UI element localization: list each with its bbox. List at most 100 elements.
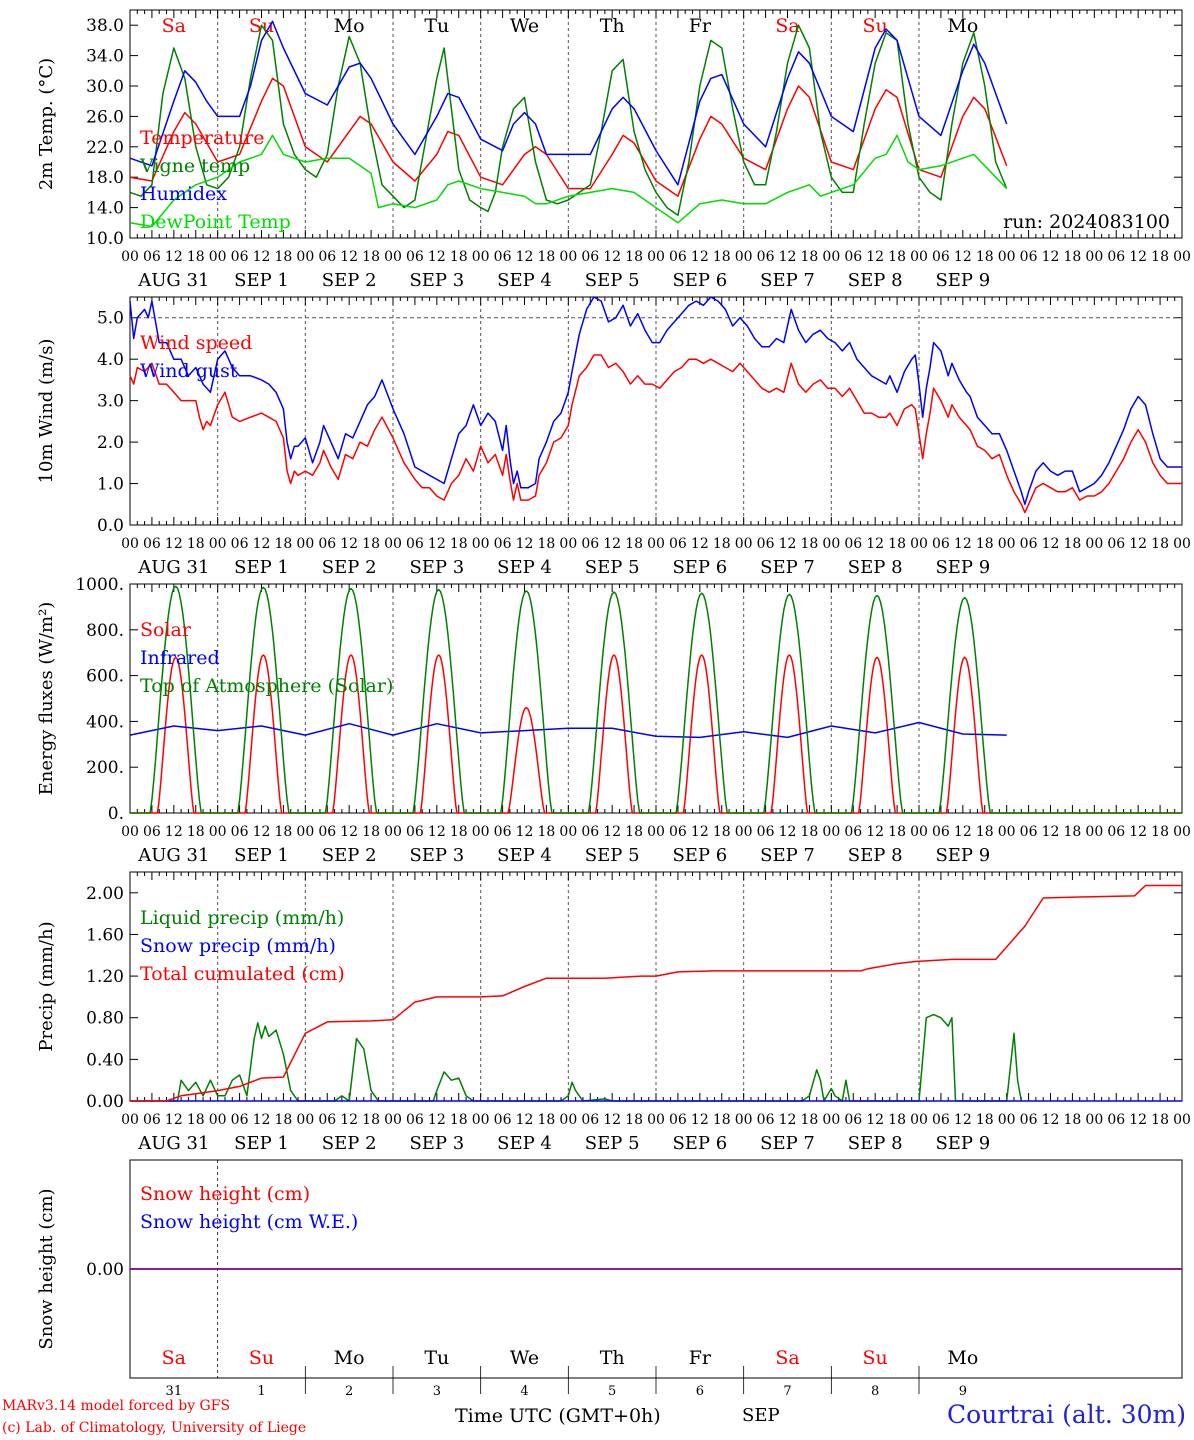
hour-tick-label: 18 xyxy=(275,1112,293,1128)
hour-tick-label: 06 xyxy=(757,536,775,552)
y-tick-label: 18.0 xyxy=(86,168,124,188)
hour-tick-label: 00 xyxy=(209,249,227,265)
series-line-total-cumulated-cm- xyxy=(130,884,1182,1102)
hour-tick-label: 06 xyxy=(406,536,424,552)
hour-tick-label: 00 xyxy=(209,536,227,552)
hour-tick-label: 00 xyxy=(121,824,139,840)
hour-tick-label: 12 xyxy=(165,249,183,265)
hour-tick-label: 06 xyxy=(1107,1112,1125,1128)
date-label: SEP 5 xyxy=(585,1133,640,1154)
hour-tick-label: 18 xyxy=(275,249,293,265)
hour-tick-label: 00 xyxy=(910,824,928,840)
hour-tick-label: 12 xyxy=(253,249,271,265)
hour-tick-label: 12 xyxy=(603,824,621,840)
date-label: SEP 7 xyxy=(760,270,815,291)
day-number: 3 xyxy=(433,1384,441,1399)
y-tick-label: 22.0 xyxy=(86,138,124,158)
date-label: SEP 3 xyxy=(409,270,464,291)
legend-entry: Snow height (cm W.E.) xyxy=(140,1211,358,1233)
hour-tick-label: 18 xyxy=(450,824,468,840)
hour-tick-label: 06 xyxy=(1020,1112,1038,1128)
hour-tick-label: 18 xyxy=(976,824,994,840)
y-tick-label: 4.0 xyxy=(97,350,124,370)
legend-entry: Top of Atmosphere (Solar) xyxy=(140,675,393,697)
hour-tick-label: 18 xyxy=(801,824,819,840)
hour-tick-label: 18 xyxy=(1151,1112,1169,1128)
weekday-label: Mo xyxy=(334,15,365,37)
date-label: SEP 1 xyxy=(234,270,289,291)
y-tick-label: 0. xyxy=(108,804,124,824)
date-label: SEP 1 xyxy=(234,845,289,866)
weekday-label: Sa xyxy=(162,15,186,37)
hour-tick-label: 06 xyxy=(231,824,249,840)
hour-tick-label: 06 xyxy=(669,1112,687,1128)
hour-tick-label: 12 xyxy=(603,249,621,265)
station-title: Courtrai (alt. 30m) xyxy=(947,1400,1186,1429)
day-number: 8 xyxy=(871,1384,879,1399)
hour-tick-label: 12 xyxy=(779,249,797,265)
date-label: SEP 9 xyxy=(935,845,990,866)
hour-tick-label: 18 xyxy=(888,536,906,552)
run-annotation: run: 2024083100 xyxy=(1003,211,1170,233)
y-tick-label: 10.0 xyxy=(86,229,124,249)
hour-tick-label: 06 xyxy=(932,824,950,840)
hour-tick-label: 12 xyxy=(603,536,621,552)
hour-tick-label: 06 xyxy=(143,824,161,840)
hour-tick-label: 00 xyxy=(1085,824,1103,840)
hour-tick-label: 18 xyxy=(450,249,468,265)
hour-tick-label: 12 xyxy=(253,536,271,552)
hour-tick-label: 00 xyxy=(822,536,840,552)
day-number: 5 xyxy=(608,1384,616,1399)
hour-tick-label: 06 xyxy=(231,536,249,552)
hour-tick-label: 06 xyxy=(318,249,336,265)
weekday-label: Th xyxy=(600,15,625,37)
hour-tick-label: 00 xyxy=(472,1112,490,1128)
hour-tick-label: 12 xyxy=(866,824,884,840)
hour-tick-label: 00 xyxy=(822,824,840,840)
date-label: SEP 4 xyxy=(497,845,552,866)
date-label: SEP 4 xyxy=(497,557,552,578)
hour-tick-label: 00 xyxy=(384,536,402,552)
hour-tick-label: 00 xyxy=(910,536,928,552)
hour-tick-label: 06 xyxy=(494,824,512,840)
date-label: AUG 31 xyxy=(137,1133,209,1154)
hour-tick-label: 06 xyxy=(669,824,687,840)
weekday-label: Mo xyxy=(947,15,978,37)
hour-tick-label: 06 xyxy=(1107,536,1125,552)
hour-tick-label: 12 xyxy=(165,1112,183,1128)
lab-credit: (c) Lab. of Climatology, University of L… xyxy=(2,1420,307,1436)
hour-tick-label: 12 xyxy=(866,249,884,265)
hour-tick-label: 12 xyxy=(954,249,972,265)
date-label: AUG 31 xyxy=(137,557,209,578)
hour-tick-label: 00 xyxy=(647,824,665,840)
hour-tick-label: 00 xyxy=(822,1112,840,1128)
hour-tick-label: 00 xyxy=(822,249,840,265)
hour-tick-label: 18 xyxy=(1064,1112,1082,1128)
hour-tick-label: 18 xyxy=(450,536,468,552)
hour-tick-label: 00 xyxy=(559,249,577,265)
y-tick-label: 1.60 xyxy=(86,925,124,945)
weekday-label: Su xyxy=(863,1347,888,1369)
hour-tick-label: 12 xyxy=(516,249,534,265)
hour-tick-label: 12 xyxy=(253,1112,271,1128)
hour-tick-label: 06 xyxy=(932,536,950,552)
hour-tick-label: 06 xyxy=(1107,824,1125,840)
weekday-label: Su xyxy=(249,1347,274,1369)
hour-tick-label: 00 xyxy=(1085,536,1103,552)
hour-tick-label: 12 xyxy=(428,1112,446,1128)
y-tick-label: 400. xyxy=(86,712,124,732)
date-label: SEP 2 xyxy=(322,557,377,578)
legend-entry: Total cumulated (cm) xyxy=(140,963,345,985)
legend-entry: Snow precip (mm/h) xyxy=(140,935,336,957)
hour-tick-label: 00 xyxy=(296,249,314,265)
date-label: SEP 8 xyxy=(848,557,903,578)
hour-tick-label: 18 xyxy=(538,824,556,840)
day-number: 6 xyxy=(696,1384,704,1399)
hour-tick-label: 00 xyxy=(121,249,139,265)
hour-tick-label: 00 xyxy=(384,1112,402,1128)
hour-tick-label: 06 xyxy=(669,249,687,265)
hour-tick-label: 06 xyxy=(1020,824,1038,840)
date-label: SEP 7 xyxy=(760,1133,815,1154)
hour-tick-label: 00 xyxy=(1173,536,1191,552)
date-label: SEP 6 xyxy=(672,845,727,866)
